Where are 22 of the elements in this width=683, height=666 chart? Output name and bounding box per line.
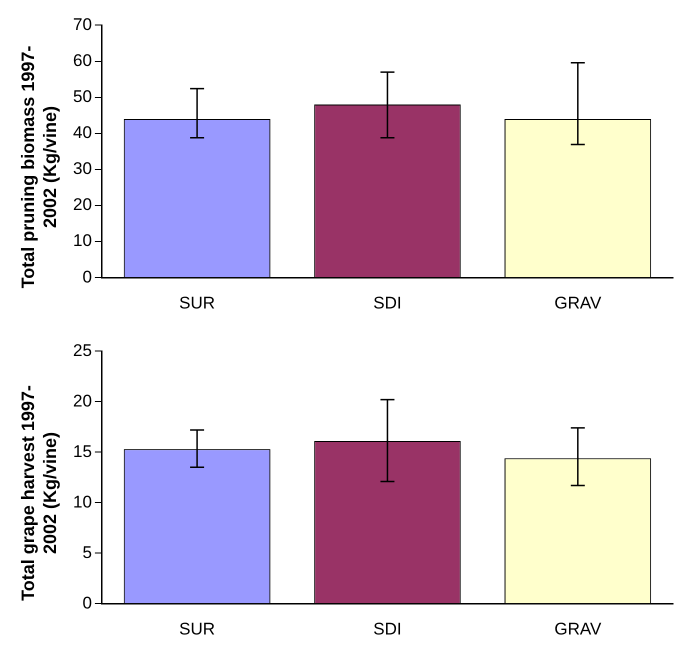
x-tick-label: SUR [179, 293, 216, 312]
y-tick-label: 20 [72, 195, 92, 214]
y-tick-label: 50 [72, 87, 92, 106]
y-tick-label: 70 [72, 14, 92, 34]
x-tick-label: GRAV [554, 293, 602, 312]
x-tick-label: SDI [373, 293, 402, 312]
y-axis-title: Total pruning biomass 1997-2002 (Kg/vine) [17, 44, 61, 290]
x-tick-label: SUR [179, 619, 216, 638]
y-tick-label: 5 [82, 542, 92, 562]
y-tick-label: 15 [72, 442, 92, 461]
y-tick-label: 30 [72, 159, 92, 178]
y-tick-label: 10 [72, 231, 92, 250]
y-tick-label: 10 [72, 492, 92, 512]
y-tick-label: 25 [72, 340, 92, 360]
y-tick-label: 0 [82, 593, 92, 612]
y-tick-label: 0 [82, 267, 92, 286]
x-tick-label: SDI [373, 619, 402, 638]
y-tick-label: 20 [72, 391, 92, 410]
y-axis-title: Total grape harvest 1997-2002 (Kg/vine) [17, 384, 61, 603]
y-tick-label: 40 [72, 123, 92, 142]
y-tick-label: 60 [72, 50, 92, 70]
x-tick-label: GRAV [554, 619, 602, 638]
